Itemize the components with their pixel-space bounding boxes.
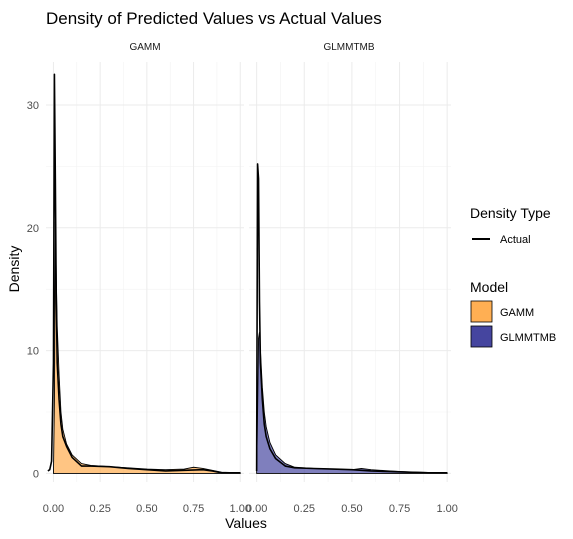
x-tick-label: 0.50 bbox=[136, 503, 157, 515]
x-tick-label: 0.00 bbox=[43, 503, 64, 515]
x-tick-label: 0.25 bbox=[294, 503, 315, 515]
legend-glmmtmb-swatch bbox=[470, 325, 493, 348]
y-axis-ticks: 0 10 20 30 bbox=[27, 100, 39, 480]
y-tick-label: 30 bbox=[27, 100, 39, 112]
x-axis-ticks-glmmtmb: 0.00 0.25 0.50 0.75 1.00 bbox=[246, 503, 458, 515]
legend-model: Model GAMM GLMMTMB bbox=[470, 279, 556, 348]
legend-model-title: Model bbox=[470, 279, 508, 295]
legend-gamm-swatch bbox=[470, 300, 493, 323]
legend-gamm-label: GAMM bbox=[500, 307, 534, 319]
legend-density-type-title: Density Type bbox=[470, 205, 551, 221]
y-tick-label: 10 bbox=[27, 346, 39, 358]
x-tick-label: 0.00 bbox=[246, 503, 267, 515]
legend-actual-label: Actual bbox=[500, 234, 531, 246]
x-tick-label: 1.00 bbox=[230, 503, 251, 515]
grid-glmmtmb bbox=[249, 62, 451, 482]
y-tick-label: 0 bbox=[33, 468, 39, 480]
grid-gamm bbox=[46, 62, 244, 482]
x-tick-label: 0.75 bbox=[389, 503, 410, 515]
x-tick-label: 0.25 bbox=[89, 503, 110, 515]
panel-title-gamm: GAMM bbox=[129, 42, 160, 53]
x-tick-label: 1.00 bbox=[436, 503, 457, 515]
x-axis-title: Values bbox=[225, 515, 267, 531]
actual-density-line-glmmtmb bbox=[255, 163, 448, 474]
actual-density-line-gamm bbox=[47, 73, 241, 474]
y-tick-label: 20 bbox=[27, 223, 39, 235]
y-axis-title: Density bbox=[6, 246, 22, 293]
legend-density-type: Density Type Actual bbox=[470, 205, 551, 246]
panel-glmmtmb: GLMMTMB 0.00 0.25 0.50 0.75 1.00 bbox=[246, 42, 458, 515]
x-tick-label: 0.50 bbox=[341, 503, 362, 515]
x-tick-label: 0.75 bbox=[183, 503, 204, 515]
chart-title: Density of Predicted Values vs Actual Va… bbox=[46, 9, 382, 28]
legend-glmmtmb-label: GLMMTMB bbox=[500, 332, 556, 344]
x-axis-ticks-gamm: 0.00 0.25 0.50 0.75 1.00 bbox=[43, 503, 251, 515]
panel-title-glmmtmb: GLMMTMB bbox=[323, 42, 374, 53]
panel-gamm: GAMM 0.00 0.25 0.50 0.75 1.00 bbox=[43, 42, 251, 515]
